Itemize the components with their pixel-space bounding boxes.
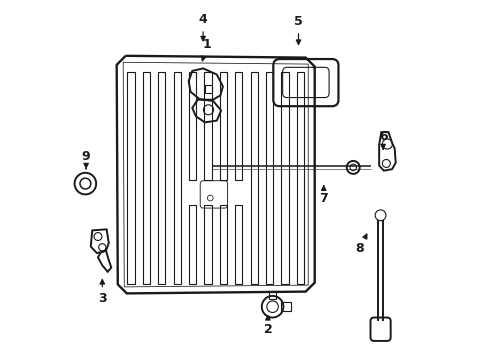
Bar xyxy=(204,85,212,93)
Text: 3: 3 xyxy=(98,280,106,305)
Text: 7: 7 xyxy=(319,186,327,204)
Text: 6: 6 xyxy=(378,130,386,149)
Text: 5: 5 xyxy=(293,15,302,44)
Text: 8: 8 xyxy=(355,234,366,255)
Text: 1: 1 xyxy=(201,39,211,61)
Text: 4: 4 xyxy=(198,13,207,41)
Text: 2: 2 xyxy=(263,316,272,336)
Text: 9: 9 xyxy=(81,150,90,169)
